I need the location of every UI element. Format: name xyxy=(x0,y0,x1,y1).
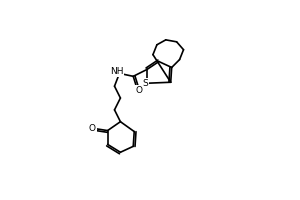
Text: S: S xyxy=(142,79,148,88)
Text: O: O xyxy=(89,124,96,133)
Text: NH: NH xyxy=(110,67,123,76)
Text: O: O xyxy=(136,86,143,95)
